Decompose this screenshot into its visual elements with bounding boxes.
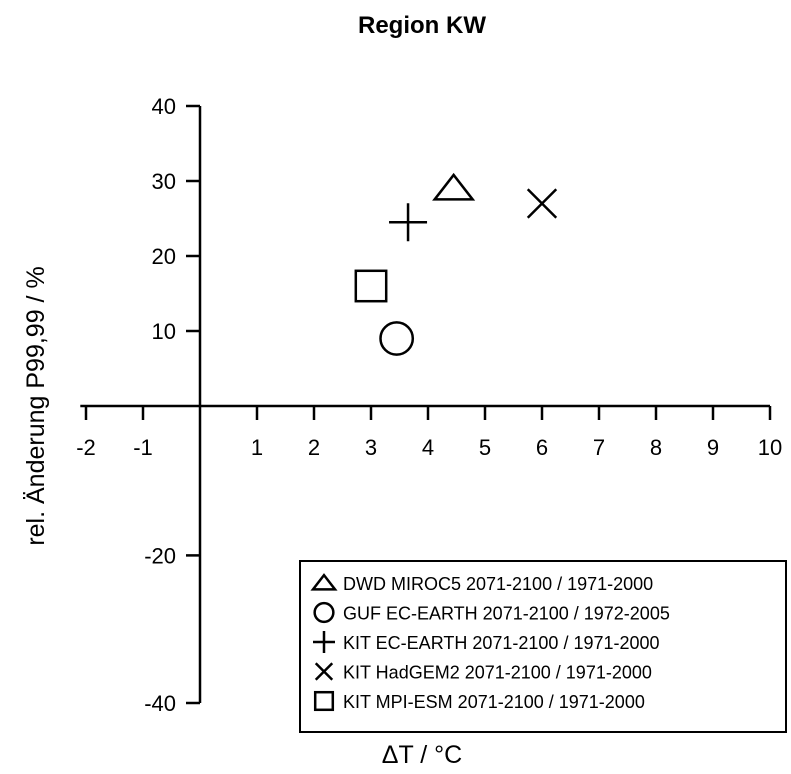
x-tick-label: 1 <box>251 435 263 460</box>
data-point-triangle <box>432 172 476 201</box>
legend-marker-square <box>313 690 335 712</box>
x-tick-label: 7 <box>593 435 605 460</box>
legend-entry-label: KIT EC-EARTH 2071-2100 / 1971-2000 <box>343 633 660 653</box>
legend-marker-plus <box>313 631 335 653</box>
y-tick-label: 30 <box>152 169 176 194</box>
x-tick-label: 2 <box>308 435 320 460</box>
y-tick-label: 40 <box>152 94 176 119</box>
y-axis-label: rel. Änderung P99,99 / % <box>22 266 50 545</box>
chart-title: Region KW <box>358 12 486 39</box>
data-point-x <box>526 188 558 219</box>
y-tick-label: 10 <box>152 319 176 344</box>
data-points <box>354 172 558 356</box>
data-point-plus <box>389 203 428 242</box>
x-tick-label: 8 <box>650 435 662 460</box>
x-tick-label: 6 <box>536 435 548 460</box>
data-point-circle <box>379 321 415 356</box>
legend-entry-label: KIT MPI-ESM 2071-2100 / 1971-2000 <box>343 692 645 712</box>
y-tick-label: -40 <box>144 691 176 716</box>
x-tick-label: 3 <box>365 435 377 460</box>
x-tick-label: 10 <box>758 435 782 460</box>
legend-entry-label: DWD MIROC5 2071-2100 / 1971-2000 <box>343 574 653 594</box>
axes: -2 -1 1 2 3 4 5 6 7 8 9 10 40 30 20 10 -20 -40 <box>76 94 782 716</box>
x-tick-label: -2 <box>76 435 96 460</box>
legend-entry-label: KIT HadGEM2 2071-2100 / 1971-2000 <box>343 663 652 683</box>
legend-marker-circle <box>313 601 335 624</box>
data-point-square <box>354 269 388 303</box>
x-tick-label: -1 <box>133 435 153 460</box>
x-tick-label: 9 <box>707 435 719 460</box>
x-axis-label: ΔT / °C <box>382 741 462 769</box>
legend-box <box>299 560 787 733</box>
legend-entry-label: GUF EC-EARTH 2071-2100 / 1972-2005 <box>343 604 670 624</box>
x-tick-label: 4 <box>422 435 434 460</box>
x-tick-label: 5 <box>479 435 491 460</box>
legend-marker-triangle <box>310 573 338 591</box>
y-tick-label: 20 <box>152 244 176 269</box>
legend-marker-x <box>314 662 334 681</box>
y-tick-label: -20 <box>144 543 176 568</box>
legend: DWD MIROC5 2071-2100 / 1971-2000 GUF EC-E… <box>299 560 787 733</box>
